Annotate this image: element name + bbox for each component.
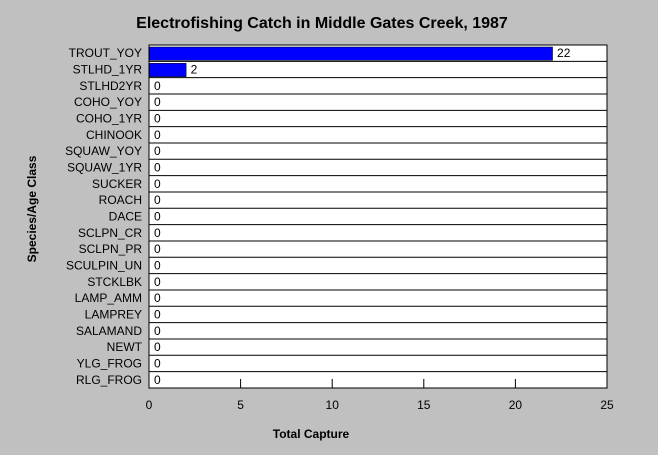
category-label: LAMP_AMM: [75, 291, 142, 305]
bar-stlhd-1yr: [149, 63, 187, 77]
value-label: 0: [154, 79, 161, 93]
category-labels: TROUT_YOY STLHD_1YR STLHD2YR COHO_YOY COHO_1…: [65, 46, 143, 387]
value-label: 0: [154, 144, 161, 158]
bars: [149, 46, 553, 77]
value-label: 0: [154, 324, 161, 338]
value-label: 0: [154, 160, 161, 174]
value-label: 0: [154, 242, 161, 256]
category-label: STCKLBK: [87, 275, 142, 289]
category-label: STLHD_1YR: [73, 62, 143, 76]
category-label: SCLPN_PR: [79, 242, 143, 256]
value-label: 0: [154, 307, 161, 321]
value-label: 22: [557, 46, 571, 60]
category-label: COHO_YOY: [74, 95, 142, 109]
y-axis-title: Species/Age Class: [25, 155, 39, 262]
chart-title: Electrofishing Catch in Middle Gates Cre…: [136, 15, 508, 32]
category-label: NEWT: [107, 340, 143, 354]
category-label: SQUAW_1YR: [67, 160, 142, 174]
plot-area: [148, 44, 608, 389]
category-label: STLHD2YR: [79, 79, 142, 93]
value-label: 0: [154, 356, 161, 370]
value-label: 0: [154, 226, 161, 240]
value-label: 0: [154, 193, 161, 207]
bar-trout-yoy: [149, 46, 553, 61]
value-label: 0: [154, 340, 161, 354]
value-label: 2: [191, 62, 198, 76]
value-label: 0: [154, 209, 161, 223]
value-label: 0: [154, 258, 161, 272]
category-label: TROUT_YOY: [69, 46, 142, 60]
category-label: YLG_FROG: [77, 356, 142, 370]
x-axis-ticks: 0 5 10 15 20 25: [146, 378, 614, 412]
value-label: 0: [154, 275, 161, 289]
category-label: COHO_1YR: [76, 111, 142, 125]
category-label: RLG_FROG: [76, 373, 142, 387]
x-tick-label: 10: [326, 398, 340, 412]
value-label: 0: [154, 95, 161, 109]
category-label: SCULPIN_UN: [66, 258, 142, 272]
category-label: ROACH: [99, 193, 142, 207]
x-tick-label: 0: [146, 398, 153, 412]
x-axis-title: Total Capture: [273, 427, 350, 441]
value-label: 0: [154, 373, 161, 387]
category-label: SQUAW_YOY: [65, 144, 142, 158]
category-label: DACE: [109, 209, 142, 223]
category-label: LAMPREY: [85, 307, 142, 321]
x-tick-label: 15: [417, 398, 431, 412]
gridlines: [149, 60, 607, 373]
value-label: 0: [154, 177, 161, 191]
value-label: 0: [154, 111, 161, 125]
value-label: 0: [154, 128, 161, 142]
category-label: SCLPN_CR: [78, 226, 142, 240]
x-tick-label: 25: [600, 398, 614, 412]
category-label: SALAMAND: [76, 324, 142, 338]
category-label: SUCKER: [92, 177, 142, 191]
x-tick-label: 5: [237, 398, 244, 412]
value-label: 0: [154, 291, 161, 305]
x-tick-label: 20: [509, 398, 523, 412]
category-label: CHINOOK: [86, 128, 142, 142]
